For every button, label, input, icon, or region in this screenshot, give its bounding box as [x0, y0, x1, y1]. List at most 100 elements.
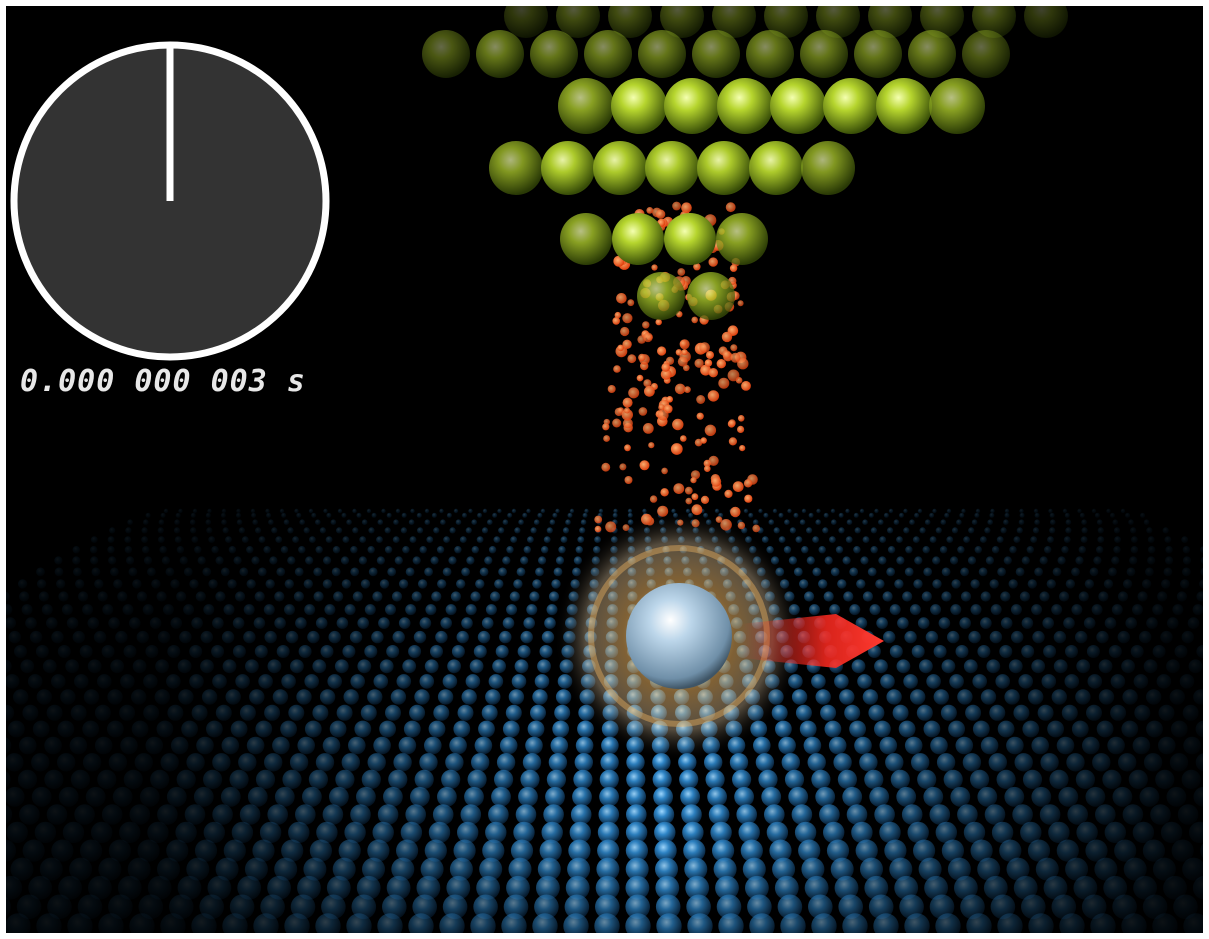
surface-atom	[997, 567, 1006, 577]
tip-atom	[489, 141, 543, 195]
surface-atom	[494, 769, 514, 790]
surface-atom	[414, 769, 434, 790]
surface-atom	[1051, 894, 1077, 920]
surface-atom	[554, 704, 571, 721]
surface-atom	[488, 546, 497, 554]
surface-atom	[343, 689, 359, 705]
surface-atom	[1028, 913, 1054, 933]
surface-atom	[838, 527, 845, 534]
surface-atom	[572, 786, 592, 807]
surface-atom	[14, 645, 27, 658]
surface-atom	[191, 536, 199, 543]
surface-atom	[577, 720, 594, 738]
surface-atom	[344, 604, 356, 616]
surface-atom	[199, 894, 224, 920]
surface-atom	[108, 839, 131, 862]
surface-atom	[935, 527, 942, 534]
surface-atom	[344, 821, 366, 844]
surface-atom	[275, 536, 283, 543]
surface-atom	[1166, 786, 1187, 807]
surface-atom	[815, 689, 831, 705]
surface-atom	[208, 579, 218, 589]
surface-atom	[946, 508, 952, 514]
surface-atom	[963, 536, 970, 543]
surface-atom	[514, 659, 529, 674]
surface-atom	[44, 769, 64, 790]
surface-atom	[983, 875, 1008, 900]
surface-atom	[860, 857, 883, 881]
surface-atom	[69, 736, 88, 755]
surface-atom	[361, 769, 381, 790]
electron-particle	[622, 339, 632, 349]
surface-atom	[350, 674, 366, 689]
surface-atom	[627, 508, 633, 514]
surface-atom	[80, 839, 103, 862]
surface-atom	[1152, 645, 1166, 658]
surface-atom	[1145, 567, 1154, 577]
surface-atom	[1075, 689, 1091, 705]
surface-atom	[319, 689, 336, 705]
surface-atom	[862, 536, 870, 543]
surface-atom	[488, 674, 504, 689]
surface-atom	[287, 527, 294, 534]
surface-atom	[258, 674, 273, 689]
surface-atom	[1174, 645, 1188, 658]
surface-atom	[315, 617, 328, 629]
surface-atom	[428, 720, 446, 738]
surface-atom	[1013, 875, 1038, 900]
surface-atom	[959, 512, 965, 518]
electron-particle	[737, 415, 745, 422]
surface-atom	[376, 556, 385, 565]
surface-atom	[6, 805, 13, 824]
surface-atom	[758, 769, 778, 790]
surface-atom	[424, 659, 439, 674]
surface-atom	[761, 536, 769, 543]
surface-atom	[457, 704, 474, 721]
surface-atom	[288, 704, 305, 721]
surface-atom	[860, 556, 869, 565]
surface-atom	[107, 689, 123, 705]
surface-atom	[251, 556, 260, 565]
surface-atom	[828, 736, 847, 755]
surface-atom	[313, 591, 324, 602]
surface-atom	[526, 604, 538, 616]
surface-atom	[254, 591, 265, 602]
surface-atom	[626, 769, 646, 790]
surface-atom	[413, 630, 427, 644]
surface-atom	[532, 579, 542, 589]
surface-atom	[122, 604, 134, 616]
surface-atom	[551, 579, 561, 589]
surface-atom	[203, 604, 215, 616]
surface-atom	[197, 556, 206, 565]
surface-atom	[426, 536, 434, 543]
surface-atom	[357, 617, 370, 629]
surface-atom	[323, 556, 332, 565]
surface-atom	[1182, 704, 1199, 721]
surface-atom	[520, 556, 529, 565]
surface-atom	[396, 839, 419, 862]
surface-atom	[505, 704, 522, 721]
surface-atom	[716, 894, 742, 920]
surface-atom	[419, 674, 435, 689]
surface-atom	[401, 512, 407, 518]
surface-atom	[17, 769, 38, 790]
surface-atom	[890, 769, 910, 790]
surface-atom	[1108, 645, 1122, 658]
surface-atom	[704, 753, 723, 772]
surface-atom	[1195, 753, 1203, 772]
surface-atom	[1200, 843, 1203, 858]
surface-atom	[1086, 645, 1100, 658]
surface-atom	[1111, 604, 1123, 616]
surface-atom	[212, 804, 233, 825]
surface-atom	[246, 736, 265, 755]
electron-particle	[681, 349, 688, 356]
surface-atom	[843, 591, 854, 602]
surface-atom	[654, 839, 677, 862]
surface-atom	[85, 786, 106, 807]
electron-particle	[708, 455, 719, 466]
surface-atom	[142, 546, 150, 554]
surface-atom	[267, 804, 289, 825]
surface-atom	[984, 804, 1006, 825]
surface-atom	[32, 720, 50, 738]
surface-atom	[329, 786, 349, 807]
